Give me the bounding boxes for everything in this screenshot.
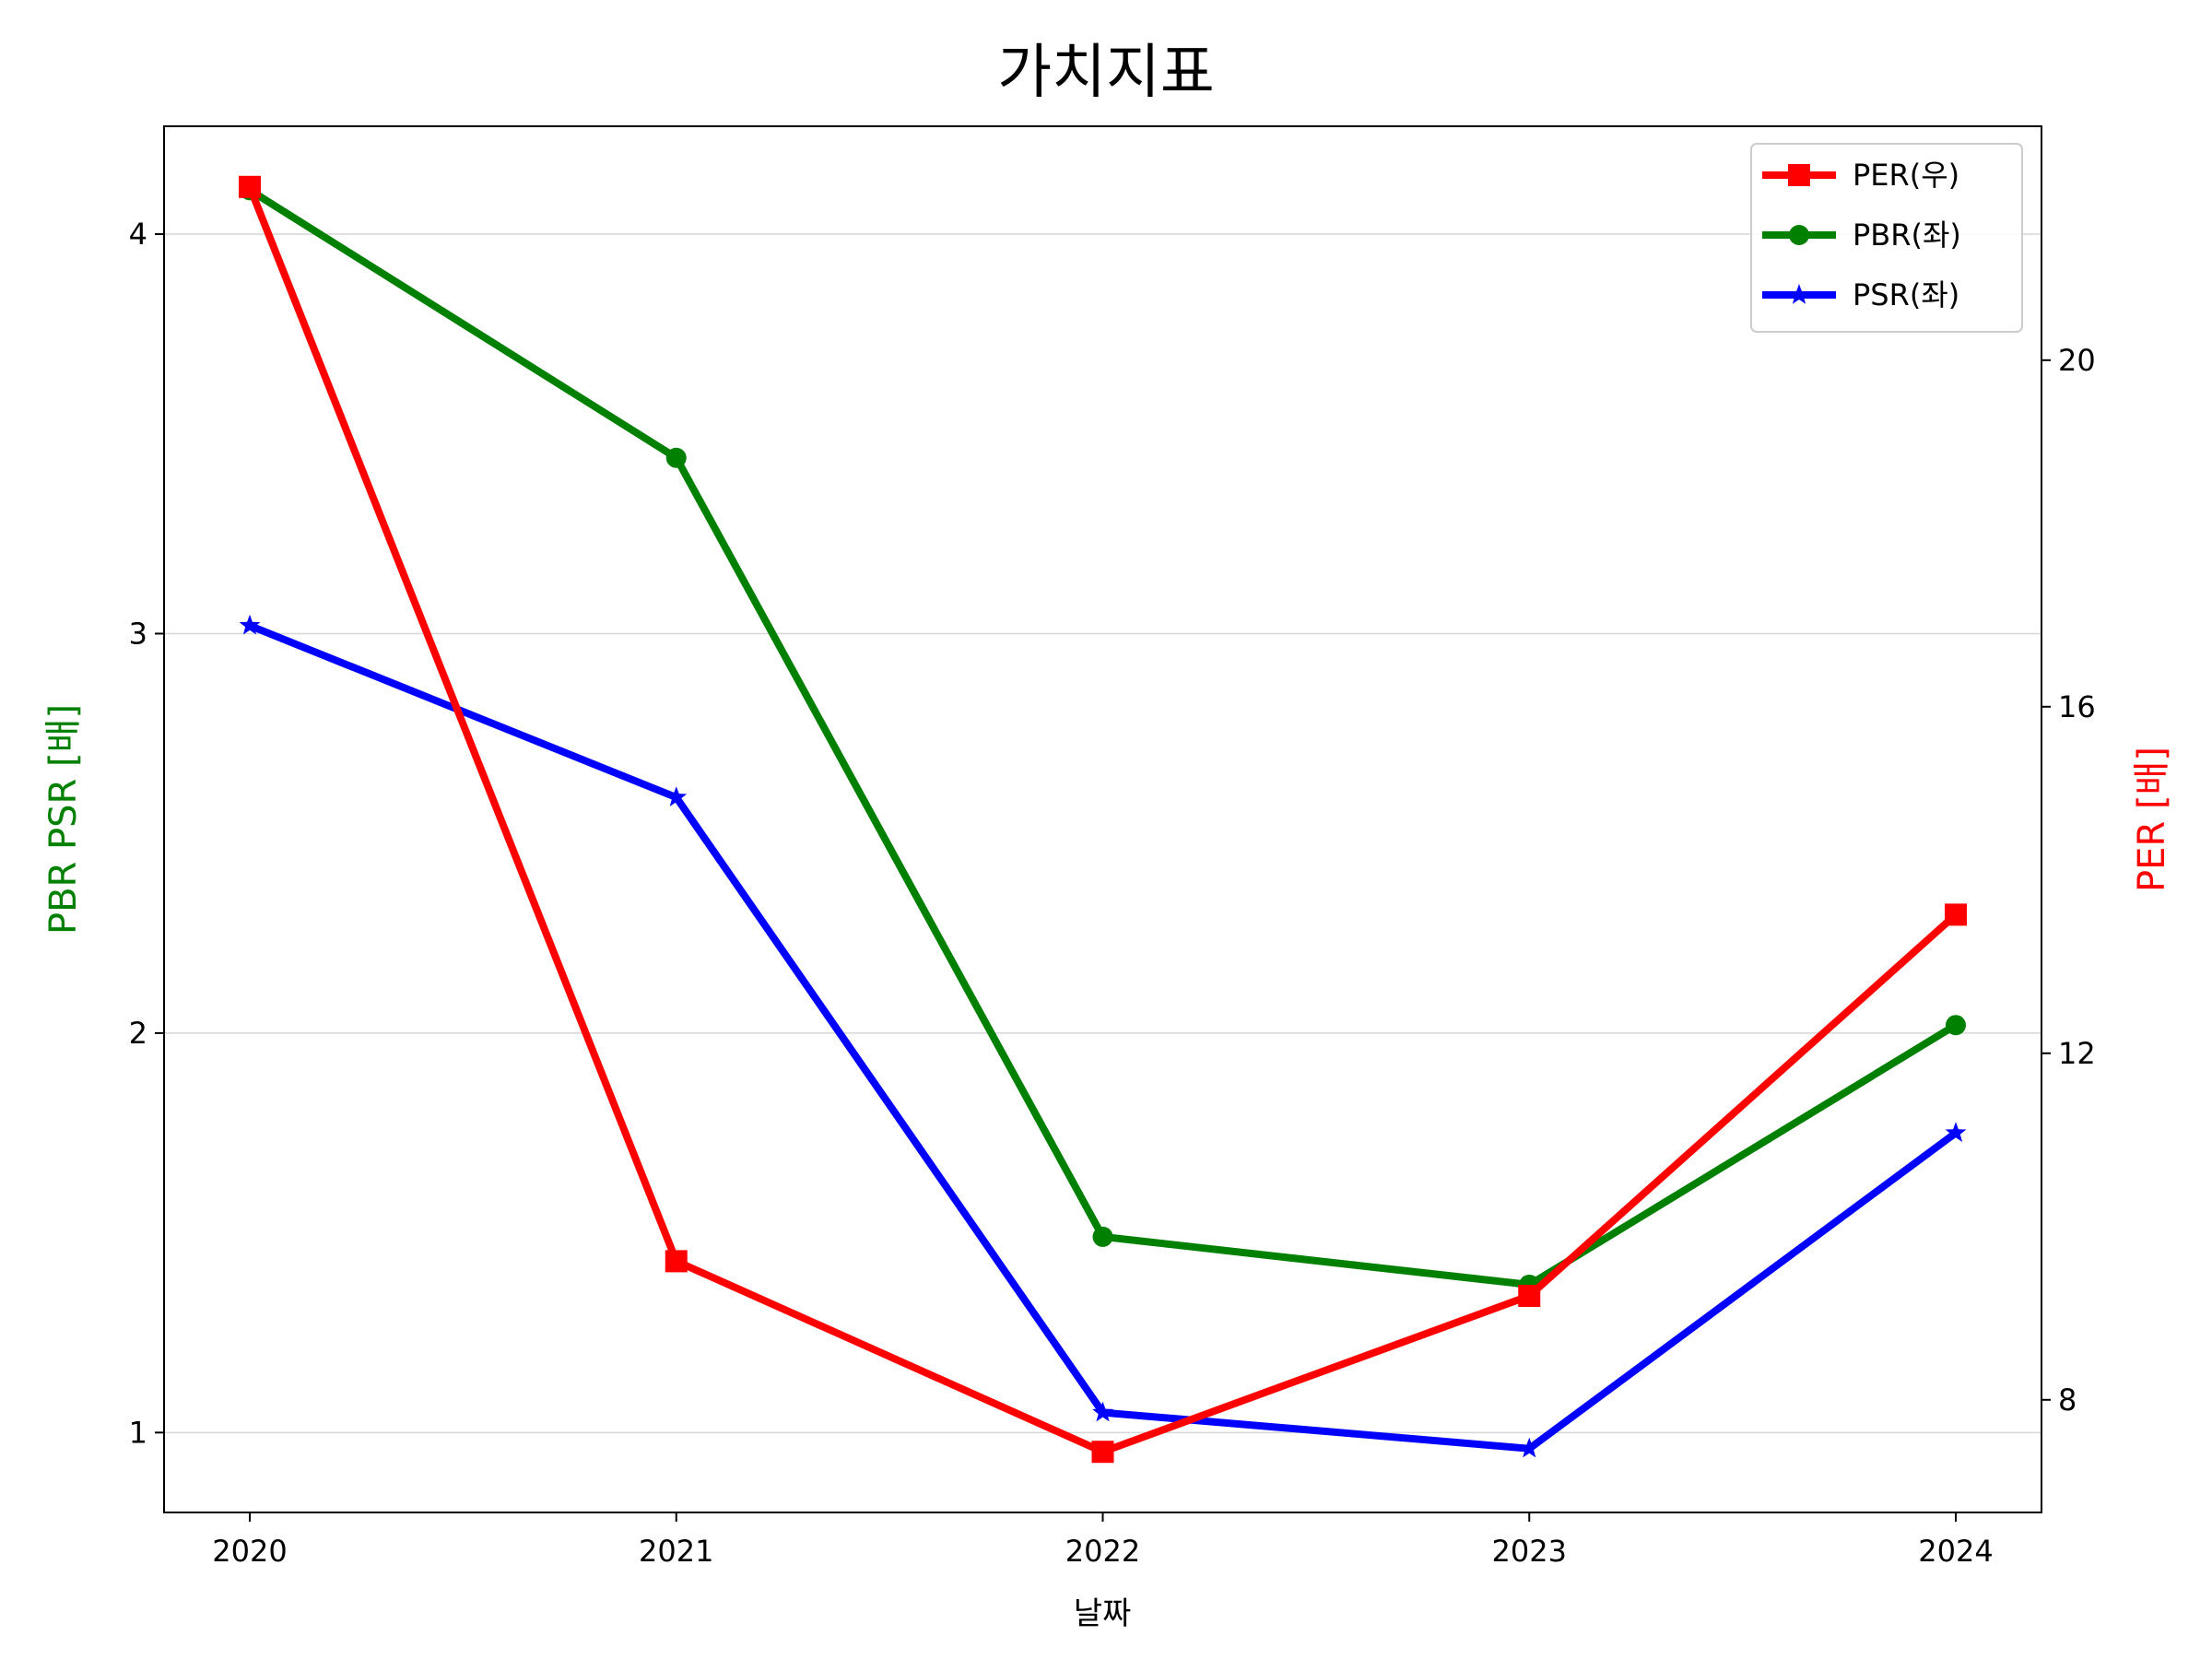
legend-marker [1788, 284, 1810, 304]
series-PSR(좌) [239, 614, 1967, 1458]
legend-item: PSR(좌) [1762, 277, 1959, 312]
x-axis-label: 날짜 [1074, 1595, 1132, 1632]
data-point-2023 [1518, 1437, 1540, 1458]
legend-item: PBR(좌) [1762, 218, 1961, 253]
data-point-2024 [1945, 903, 1967, 926]
x-tick-label: 2022 [1065, 1534, 1140, 1569]
left-tick-label: 2 [129, 1016, 147, 1051]
right-tick-label: 12 [2058, 1036, 2096, 1071]
data-point-2021 [665, 447, 687, 468]
x-tick-label: 2023 [1492, 1534, 1567, 1569]
x-tick-label: 2020 [212, 1534, 287, 1569]
data-point-2024 [1945, 1122, 1967, 1142]
legend-label: PER(우) [1853, 158, 1959, 193]
legend-label: PBR(좌) [1853, 218, 1961, 253]
right-tick-label: 16 [2058, 689, 2096, 724]
data-point-2020 [239, 175, 261, 198]
left-tick-label: 3 [129, 616, 147, 651]
right-tick-label: 8 [2058, 1382, 2077, 1418]
x-tick-label: 2024 [1918, 1534, 1993, 1569]
legend-box [1750, 143, 2023, 333]
left-tick-label: 1 [129, 1415, 147, 1450]
legend-marker [1789, 225, 1809, 245]
legend-label: PSR(좌) [1853, 277, 1959, 312]
data-point-2024 [1946, 1015, 1966, 1036]
data-point-2022 [1092, 1226, 1113, 1247]
data-point-2022 [1091, 1441, 1114, 1464]
series-PER(우) [239, 175, 1967, 1464]
data-point-2023 [1518, 1285, 1541, 1307]
right-axis-label: PER [배] [2131, 747, 2173, 892]
legend-item: PER(우) [1762, 158, 1959, 193]
chart-title: 가치지표 [997, 39, 1215, 107]
left-axis-label: PBR PSR [배] [42, 704, 85, 935]
data-point-2021 [665, 1250, 688, 1273]
x-tick-label: 2021 [639, 1534, 713, 1569]
right-tick-label: 20 [2058, 343, 2096, 378]
data-point-2020 [239, 614, 261, 635]
legend-marker [1788, 164, 1810, 186]
data-point-2021 [665, 786, 688, 806]
grid-lines [164, 233, 2041, 1434]
data-point-2022 [1092, 1401, 1113, 1422]
left-tick-label: 4 [129, 217, 147, 252]
legend: PER(우) PBR(좌) PSR(좌) [1750, 143, 2023, 333]
series-layer [239, 175, 1967, 1464]
